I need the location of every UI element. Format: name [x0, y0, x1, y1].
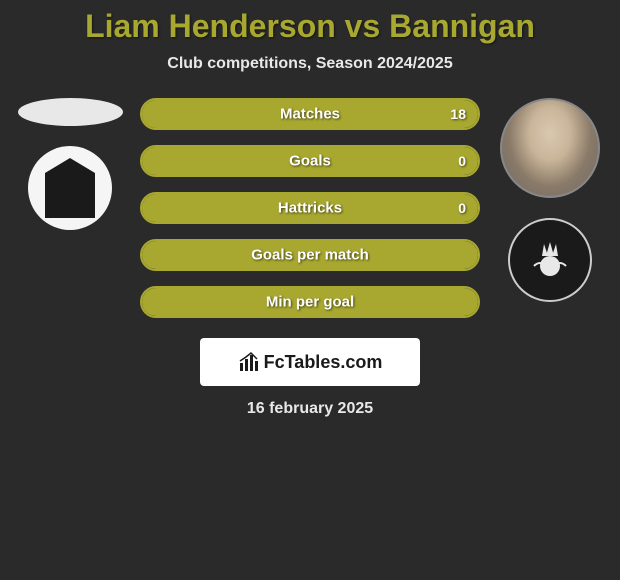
stat-label: Goals per match — [251, 247, 369, 264]
thistle-icon — [526, 236, 574, 284]
stat-value-right: 18 — [450, 106, 466, 122]
brand-badge: FcTables.com — [200, 338, 420, 386]
stat-label: Hattricks — [278, 200, 342, 217]
left-player-column — [10, 98, 130, 230]
brand-text: FcTables.com — [264, 352, 383, 373]
falkirk-crest-icon — [45, 158, 95, 218]
stat-bar: Min per goal — [140, 286, 480, 318]
stat-label: Min per goal — [266, 294, 354, 311]
stat-label: Matches — [280, 106, 340, 123]
infographic-container: Liam Henderson vs Bannigan Club competit… — [0, 0, 620, 418]
left-club-badge — [28, 146, 112, 230]
stat-bar: Goals per match — [140, 239, 480, 271]
stat-value-right: 0 — [458, 200, 466, 216]
stat-bar: Hattricks 0 — [140, 192, 480, 224]
right-club-badge — [508, 218, 592, 302]
stat-bar: Matches 18 — [140, 98, 480, 130]
left-player-photo-placeholder — [18, 98, 123, 126]
right-player-photo — [500, 98, 600, 198]
chart-icon — [238, 351, 260, 373]
page-title: Liam Henderson vs Bannigan — [0, 8, 620, 45]
page-subtitle: Club competitions, Season 2024/2025 — [0, 55, 620, 73]
right-player-column — [490, 98, 610, 302]
comparison-row: Matches 18 Goals 0 Hattricks 0 Goals per match… — [0, 98, 620, 318]
stat-bar: Goals 0 — [140, 145, 480, 177]
stat-bars: Matches 18 Goals 0 Hattricks 0 Goals per match… — [130, 98, 490, 318]
report-date: 16 february 2025 — [0, 400, 620, 418]
stat-value-right: 0 — [458, 153, 466, 169]
stat-label: Goals — [289, 153, 331, 170]
